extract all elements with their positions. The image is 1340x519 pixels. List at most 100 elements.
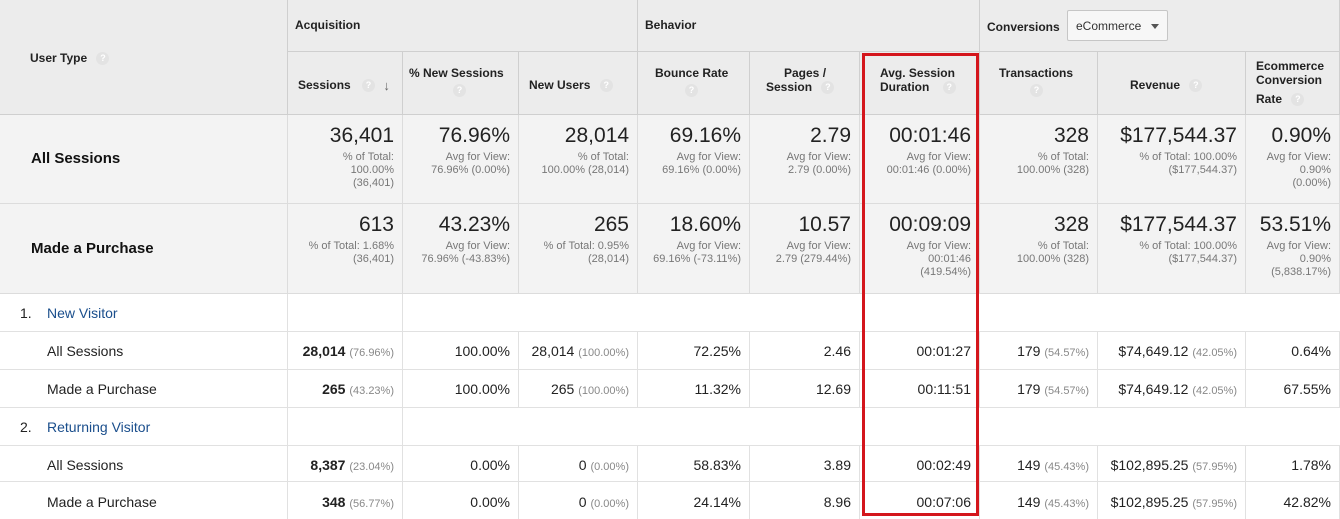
summary-value: 53.51%	[1259, 213, 1331, 236]
cell-value: 100.00%	[454, 343, 510, 359]
cell-pct: (57.95%)	[1192, 498, 1237, 510]
conversions-group-label: Conversions	[987, 20, 1060, 34]
help-icon[interactable]: ?	[1189, 79, 1203, 93]
summary-value: 328	[1053, 213, 1089, 236]
cell-value: 28,014	[531, 343, 575, 359]
cell-pct: (100.00%)	[578, 385, 629, 397]
summary-subtext: 100.00% (328)	[1016, 164, 1089, 176]
help-icon[interactable]: ?	[96, 52, 110, 66]
group-header-spacer	[288, 294, 403, 332]
summary-value: 76.96%	[438, 124, 510, 147]
table-cell-bounce: 24.14%	[638, 482, 750, 519]
summary-cell-sessions: 613 % of Total: 1.68% (36,401)	[288, 204, 403, 294]
cell-pct: (42.05%)	[1192, 347, 1237, 359]
help-icon[interactable]: ?	[685, 84, 698, 97]
group-index: 2.	[20, 419, 32, 435]
summary-subtext: 69.16% (-73.11%)	[653, 253, 741, 265]
cell-value: 0	[578, 494, 587, 510]
cell-value: 3.89	[823, 457, 851, 473]
summary-cell-pct-new: 43.23% Avg for View: 76.96% (-43.83%)	[403, 204, 519, 294]
column-header-revenue[interactable]: Revenue ?	[1098, 52, 1246, 115]
cell-value: $74,649.12	[1118, 381, 1189, 397]
column-header-transactions[interactable]: Transactions ?	[980, 52, 1098, 115]
column-label-pct-new-sessions: % New Sessions	[409, 66, 504, 80]
summary-cell-bounce: 69.16% Avg for View: 69.16% (0.00%)	[638, 115, 750, 204]
table-cell-sessions: 348 (56.77%)	[288, 482, 403, 519]
column-header-new-users[interactable]: New Users ?	[519, 52, 638, 115]
help-icon[interactable]: ?	[362, 79, 376, 93]
table-cell-duration: 00:11:51	[860, 370, 980, 408]
cell-pct: (54.57%)	[1044, 347, 1089, 359]
column-header-pct-new-sessions[interactable]: % New Sessions ?	[403, 52, 519, 115]
column-header-pages-per-session[interactable]: Pages / Session ?	[750, 52, 860, 115]
cell-pct: (100.00%)	[578, 347, 629, 359]
column-header-avg-session-duration[interactable]: Avg. Session Duration ?	[860, 52, 980, 115]
table-cell-new-users: 0 (0.00%)	[519, 482, 638, 519]
table-cell-ecr: 1.78%	[1246, 446, 1340, 482]
help-icon[interactable]: ?	[453, 84, 466, 97]
help-icon[interactable]: ?	[942, 81, 956, 95]
table-cell-bounce: 58.83%	[638, 446, 750, 482]
summary-subtext: 100.00% (28,014)	[541, 164, 629, 176]
column-header-bounce-rate[interactable]: Bounce Rate ?	[638, 52, 750, 115]
cell-pct: (56.77%)	[349, 498, 394, 510]
behavior-group-header: Behavior	[638, 0, 980, 52]
column-label-pages-line2: Session	[766, 80, 813, 94]
group-header-cell: 2. Returning Visitor	[0, 408, 288, 446]
summary-row-label-cell: All Sessions	[0, 115, 288, 204]
acquisition-group-header: Acquisition	[288, 0, 638, 52]
summary-cell-pct-new: 76.96% Avg for View: 76.96% (0.00%)	[403, 115, 519, 204]
table-cell-sessions: 28,014 (76.96%)	[288, 332, 403, 370]
table-row-label: All Sessions	[47, 343, 124, 359]
summary-subtext: Avg for View:	[906, 151, 971, 163]
cell-value: 00:02:49	[916, 457, 972, 473]
cell-pct: (45.43%)	[1044, 461, 1089, 473]
dimension-header-cell[interactable]: User Type ?	[0, 0, 288, 115]
summary-subtext: (5,838.17%)	[1271, 266, 1331, 278]
cell-value: 58.83%	[693, 457, 741, 473]
column-header-ecommerce-conversion-rate[interactable]: Ecommerce Conversion Rate ?	[1246, 52, 1340, 115]
summary-subtext: 2.79 (279.44%)	[775, 253, 851, 265]
cell-value: 42.82%	[1283, 494, 1331, 510]
summary-subtext: ($177,544.37)	[1168, 164, 1238, 176]
table-cell-transactions: 179 (54.57%)	[980, 332, 1098, 370]
summary-value: 265	[593, 213, 629, 236]
summary-subtext: 76.96% (0.00%)	[431, 164, 510, 176]
cell-value: 28,014	[302, 343, 346, 359]
cell-value: 2.46	[823, 343, 851, 359]
conversions-type-dropdown[interactable]: eCommerce	[1067, 10, 1168, 41]
summary-cell-revenue: $177,544.37 % of Total: 100.00% ($177,544…	[1098, 204, 1246, 294]
summary-value: 18.60%	[669, 213, 741, 236]
column-header-sessions[interactable]: Sessions ? ↓	[288, 52, 403, 115]
table-row-label-cell: Made a Purchase	[0, 370, 288, 408]
summary-subtext: Avg for View:	[445, 151, 510, 163]
summary-cell-ecr: 0.90% Avg for View: 0.90% (0.00%)	[1246, 115, 1340, 204]
summary-subtext: Avg for View:	[1266, 240, 1331, 252]
summary-subtext: 0.90%	[1299, 164, 1331, 176]
summary-subtext: Avg for View:	[676, 151, 741, 163]
summary-value: $177,544.37	[1120, 213, 1237, 236]
cell-value: 12.69	[815, 381, 851, 397]
help-icon[interactable]: ?	[599, 79, 613, 93]
help-icon[interactable]: ?	[1030, 84, 1043, 97]
summary-subtext: Avg for View:	[906, 240, 971, 252]
cell-pct: (76.96%)	[349, 347, 394, 359]
help-icon[interactable]: ?	[821, 81, 835, 95]
table-cell-ecr: 67.55%	[1246, 370, 1340, 408]
summary-subtext: Avg for View:	[786, 151, 851, 163]
dimension-link-returning-visitor[interactable]: Returning Visitor	[47, 419, 151, 435]
help-icon[interactable]: ?	[1291, 93, 1305, 107]
summary-value: 69.16%	[669, 124, 741, 147]
summary-subtext: % of Total: 0.95%	[543, 240, 629, 252]
summary-subtext: % of Total:	[1037, 151, 1089, 163]
cell-value: 8.96	[823, 494, 851, 510]
sort-descending-icon[interactable]: ↓	[383, 77, 390, 93]
table-row-label-cell: Made a Purchase	[0, 482, 288, 519]
cell-value: $102,895.25	[1110, 494, 1189, 510]
dimension-link-new-visitor[interactable]: New Visitor	[47, 305, 118, 321]
summary-cell-revenue: $177,544.37 % of Total: 100.00% ($177,544…	[1098, 115, 1246, 204]
table-row-label: All Sessions	[47, 457, 124, 473]
cell-pct: (0.00%)	[590, 461, 629, 473]
column-label-duration-line1: Avg. Session	[880, 66, 955, 80]
column-label-revenue: Revenue	[1130, 78, 1181, 92]
